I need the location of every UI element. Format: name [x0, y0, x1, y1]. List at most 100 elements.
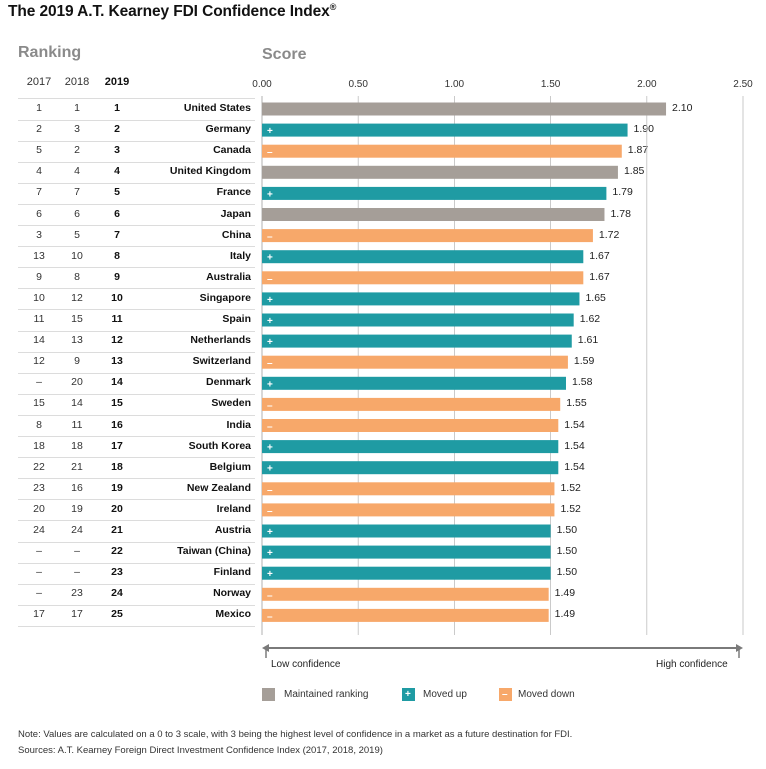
bar-value-label: 1.49 — [554, 587, 576, 600]
rank-2018: 21 — [71, 460, 83, 473]
row-separator — [18, 583, 255, 585]
country-name: Germany — [205, 123, 251, 136]
rank-2018: 2 — [74, 144, 80, 157]
rank-2018: 23 — [71, 587, 83, 600]
bar-united-states — [262, 102, 667, 116]
rank-2017: 24 — [33, 524, 45, 536]
ranking-header: Ranking — [18, 44, 82, 61]
rank-2019: 10 — [111, 291, 123, 304]
rank-2019: 21 — [111, 524, 123, 536]
moved-up-marker: + — [267, 253, 273, 264]
row-separator — [18, 225, 255, 227]
row-separator — [18, 520, 255, 522]
bar-united-kingdom — [262, 165, 618, 179]
country-name: Taiwan (China) — [177, 545, 251, 558]
rank-2019: 7 — [114, 228, 120, 241]
country-name: India — [226, 418, 251, 431]
bar-south-korea — [262, 440, 559, 454]
bar-value-label: 1.52 — [560, 502, 581, 515]
rank-2017: – — [36, 376, 42, 389]
moved-up-marker: + — [267, 569, 273, 580]
moved-down-marker: – — [267, 274, 273, 285]
bar-value-label: 1.58 — [571, 376, 593, 389]
bar-value-label: 1.62 — [579, 313, 601, 325]
rank-2017: 18 — [33, 439, 45, 452]
bar-singapore — [262, 292, 580, 306]
row-separator — [18, 541, 255, 543]
rank-2019: 9 — [114, 270, 120, 283]
country-name: Switzerland — [192, 355, 251, 368]
rank-2017: 23 — [33, 481, 45, 494]
bar-france — [262, 186, 607, 200]
rank-2017: 2 — [36, 123, 42, 136]
row-separator — [18, 267, 255, 269]
moved-down-marker: – — [267, 611, 273, 622]
footnote: Note: Values are calculated on a 0 to 3 … — [18, 729, 573, 740]
rank-2018: 20 — [71, 376, 83, 389]
rank-2019: 22 — [111, 545, 123, 558]
row-separator — [18, 625, 255, 627]
country-name: Denmark — [206, 376, 251, 389]
rank-2018: 4 — [74, 165, 80, 178]
rank-2018: 11 — [71, 418, 83, 431]
row-separator — [18, 246, 255, 248]
row-separator — [18, 436, 255, 438]
row-separator — [18, 288, 255, 290]
moved-up-marker: + — [267, 464, 273, 475]
rank-2018: 16 — [71, 481, 83, 494]
legend-swatch-moved-down: – — [499, 688, 512, 701]
moved-up-marker: + — [267, 379, 273, 390]
bar-value-label: 1.50 — [556, 524, 578, 536]
rank-2019: 4 — [114, 165, 120, 178]
rank-2017: 11 — [33, 313, 45, 325]
moved-down-marker: – — [267, 485, 273, 496]
country-name: Spain — [222, 313, 251, 325]
country-name: New Zealand — [186, 481, 251, 494]
moved-up-marker: + — [267, 126, 273, 137]
row-separator — [18, 562, 255, 564]
rank-2017: 1 — [36, 102, 42, 114]
score-bar-chart: + – + – + – + + + – + – – + + – – + + + – – — [261, 96, 744, 658]
bar-value-label: 1.67 — [589, 249, 610, 262]
rank-2017: – — [36, 545, 42, 558]
row-separator — [18, 604, 255, 606]
legend-swatch-maintained — [262, 688, 275, 701]
bar-sweden — [262, 397, 561, 411]
axis-tick-label: 0.50 — [348, 79, 368, 90]
moved-up-marker: + — [267, 337, 273, 348]
rank-2017: 14 — [33, 334, 45, 347]
rank-2019: 5 — [114, 186, 120, 199]
row-separator — [18, 372, 255, 374]
bar-japan — [262, 208, 605, 221]
bar-finland — [262, 566, 551, 580]
country-name: France — [216, 186, 251, 199]
bar-value-label: 1.61 — [577, 334, 599, 347]
row-separator — [18, 203, 255, 205]
bar-canada — [262, 144, 622, 158]
country-name: Canada — [213, 144, 251, 157]
row-separator — [18, 478, 255, 480]
row-separator — [18, 330, 255, 332]
moved-up-marker: + — [267, 527, 273, 538]
minus-icon: – — [502, 689, 508, 700]
bar-value-label: 1.52 — [560, 481, 581, 494]
rank-2018: 24 — [71, 524, 83, 536]
legend-label-maintained: Maintained ranking — [284, 689, 369, 700]
country-name: Singapore — [199, 291, 251, 304]
rank-2019: 12 — [111, 334, 123, 347]
row-separator — [18, 351, 255, 353]
moved-up-marker: + — [267, 548, 273, 559]
rank-2019: 3 — [114, 144, 120, 157]
rank-2019: 16 — [111, 418, 123, 431]
axis-tick-label: 1.00 — [444, 79, 465, 90]
bar-austria — [262, 524, 551, 538]
axis-tick-label: 0.00 — [252, 79, 272, 90]
bar-value-label: 1.54 — [564, 418, 585, 431]
legend-label-moved-up: Moved up — [423, 689, 467, 700]
row-separator — [18, 182, 255, 184]
country-name: Italy — [229, 249, 251, 262]
bar-value-label: 1.90 — [633, 123, 654, 136]
moved-down-marker: – — [267, 422, 273, 433]
rank-2019: 23 — [111, 566, 123, 579]
high-confidence-label: High confidence — [656, 659, 728, 670]
